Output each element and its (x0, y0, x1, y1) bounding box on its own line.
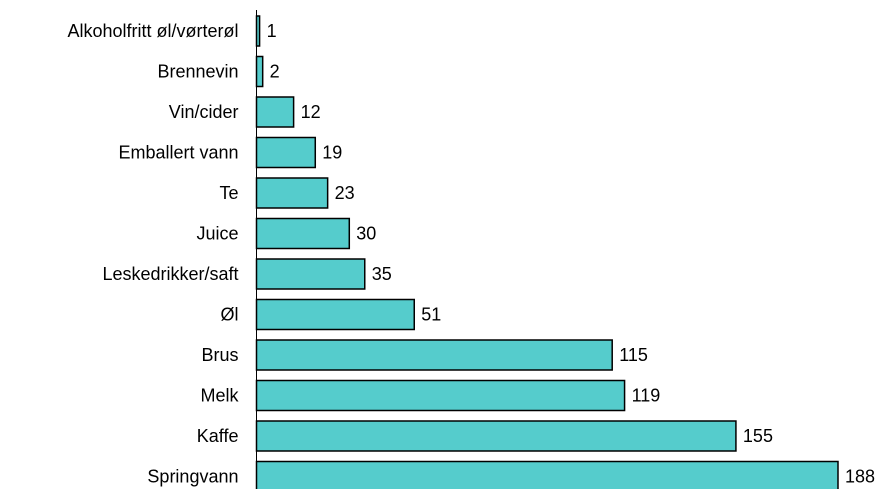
category-label: Alkoholfritt øl/vørterøl (67, 21, 238, 41)
bar (255, 339, 613, 371)
value-label: 2 (270, 62, 280, 82)
bar (255, 96, 295, 128)
bar (255, 379, 626, 412)
category-label: Vin/cider (169, 102, 239, 122)
value-label: 35 (372, 264, 392, 284)
bar (255, 420, 737, 452)
value-label: 119 (632, 386, 661, 406)
bar (255, 217, 351, 250)
category-label: Leskedrikker/saft (102, 264, 238, 284)
bar (255, 15, 261, 47)
category-labels-group: Alkoholfritt øl/vørterøl Brennevin Vin/cid… (67, 21, 239, 487)
value-label: 19 (322, 143, 342, 163)
category-label: Te (219, 183, 238, 203)
value-label: 188 (845, 467, 875, 487)
bar (255, 460, 839, 489)
bar (255, 258, 366, 290)
category-label: Springvann (147, 467, 238, 487)
bar (255, 298, 415, 331)
category-label: Juice (196, 224, 238, 244)
value-label: 1 (267, 21, 277, 41)
category-label: Brennevin (157, 62, 238, 82)
value-label: 51 (421, 305, 441, 325)
category-label: Øl (221, 305, 239, 325)
category-label: Melk (200, 386, 239, 406)
value-label: 12 (301, 102, 321, 122)
value-label: 115 (619, 345, 648, 365)
bar (255, 136, 317, 169)
value-label: 155 (743, 426, 773, 446)
value-label: 30 (356, 224, 376, 244)
bars-group (255, 15, 839, 489)
value-label: 23 (335, 183, 355, 203)
category-label: Emballert vann (118, 143, 238, 163)
category-label: Brus (201, 345, 238, 365)
bar (255, 177, 329, 209)
bar (255, 55, 264, 88)
category-label: Kaffe (197, 426, 239, 446)
